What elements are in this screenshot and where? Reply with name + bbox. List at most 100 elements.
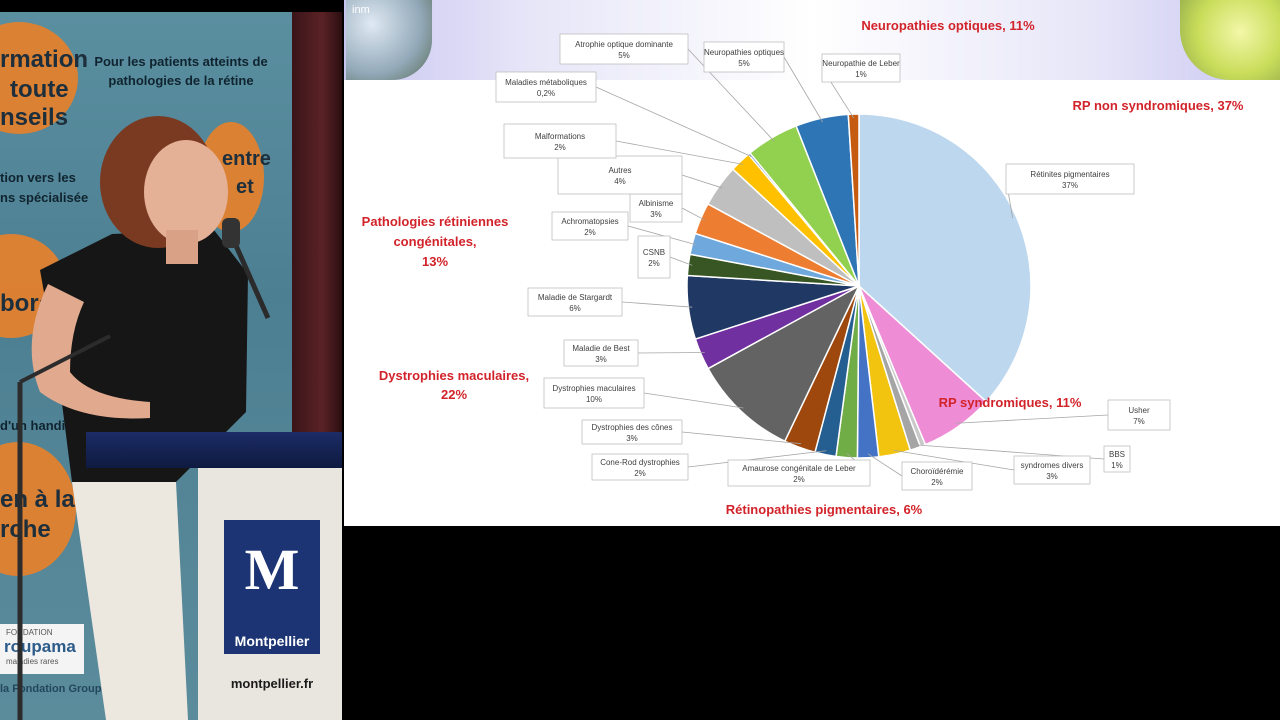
- leader-line: [687, 450, 827, 468]
- slice-name-label: Autres: [608, 166, 631, 175]
- presentation-slide: inm Rétinites pigmentaires 37% Usher 7% BBS 1…: [344, 0, 1280, 526]
- slice-percent-label: 2%: [793, 475, 805, 484]
- group-labels: Neuropathies optiques, 11% RP non syndrom…: [362, 18, 1244, 517]
- slice-name-label: Dystrophies maculaires: [552, 384, 635, 393]
- slice-name-label: Achromatopsies: [561, 217, 618, 226]
- pie-slice-dystrophies-maculaires: [707, 284, 861, 443]
- slice-labels: Rétinites pigmentaires 37% Usher 7% BBS 1% syn…: [495, 33, 1171, 491]
- foundation-logo: FONDATION roupama maladies rares: [0, 624, 84, 674]
- slice-callout-box: [637, 235, 671, 279]
- slice-percent-label: 5%: [738, 59, 750, 68]
- slice-callout-box: [527, 287, 623, 317]
- slice-name-label: Neuropathies optiques: [704, 48, 784, 57]
- slice-callout-box: [495, 71, 597, 103]
- pie-slices: [686, 113, 1032, 459]
- leader-line: [681, 431, 802, 445]
- slice-callout-box: [1103, 445, 1131, 473]
- banner-line: et: [236, 176, 254, 198]
- group-label-pathologies-retiniennes-congenitales: Pathologies rétiniennes: [362, 214, 509, 229]
- slice-name-label: Cone-Rod dystrophies: [600, 458, 680, 467]
- group-label-rp-syndromiques: RP syndromiques, 11%: [939, 395, 1082, 410]
- slice-name-label: Albinisme: [639, 199, 674, 208]
- leader-line: [681, 174, 723, 189]
- slice-name-label: Dystrophies des cônes: [592, 423, 673, 432]
- slice-callout-box: [503, 123, 617, 159]
- slice-percent-label: 3%: [650, 210, 662, 219]
- slice-percent-label: 10%: [586, 395, 602, 404]
- slice-callout-box: [591, 453, 689, 481]
- leader-line: [687, 48, 775, 142]
- slice-callout-box: [703, 41, 785, 73]
- slice-callout-box: [1107, 399, 1171, 431]
- slice-callout-box: [581, 419, 683, 445]
- slice-percent-label: 4%: [614, 177, 626, 186]
- leader-line: [621, 301, 693, 308]
- slice-percent-label: 2%: [584, 228, 596, 237]
- slice-callout-box: [563, 339, 639, 367]
- montpellier-logo-letter: M: [244, 537, 300, 602]
- banner-footer: la Fondation Groupa: [0, 683, 108, 695]
- slice-percent-label: 0,2%: [537, 89, 555, 98]
- group-label-dystrophies-maculaires: 22%: [441, 387, 467, 402]
- slice-percent-label: 2%: [648, 259, 660, 268]
- slice-percent-label: 3%: [595, 355, 607, 364]
- pie-slice-neuropathie-de-leber: [847, 113, 860, 287]
- slice-percent-label: 5%: [618, 51, 630, 60]
- foundation-logo-right: [1180, 0, 1280, 80]
- banner-side-line: ns spécialisée: [0, 190, 89, 205]
- slice-percent-label: 1%: [1111, 461, 1123, 470]
- banner-line: nseils: [0, 104, 69, 131]
- group-label-retinopathies-pigmentaires: Rétinopathies pigmentaires, 6%: [726, 502, 923, 517]
- banner-line: en à la: [0, 486, 75, 513]
- slice-name-label: Rétinites pigmentaires: [1030, 170, 1109, 179]
- slice-callout-box: [629, 193, 683, 223]
- group-label-neuropathies-optiques: Neuropathies optiques, 11%: [861, 18, 1035, 33]
- slice-name-label: Choroïdérémie: [911, 467, 964, 476]
- slice-name-label: CSNB: [643, 248, 665, 257]
- slice-percent-label: 2%: [634, 469, 646, 478]
- podium-top: [86, 432, 342, 468]
- slice-name-label: Usher: [1128, 406, 1150, 415]
- group-label-dystrophies-maculaires: Dystrophies maculaires,: [379, 368, 529, 383]
- montpellier-logo: [224, 520, 320, 628]
- slice-name-label: Atrophie optique dominante: [575, 40, 673, 49]
- banner-line: rche: [0, 516, 51, 543]
- banner-side-line: tion vers les: [0, 170, 76, 185]
- slice-percent-label: 2%: [554, 143, 566, 152]
- leader-line: [783, 56, 823, 123]
- institute-logo: inm: [346, 0, 432, 80]
- slice-name-label: Malformations: [535, 132, 585, 141]
- pie-chart: Rétinites pigmentaires 37% Usher 7% BBS 1% syn…: [362, 18, 1244, 517]
- slice-callout-box: [543, 377, 645, 409]
- slice-percent-label: 3%: [626, 434, 638, 443]
- slice-name-label: Maladies métaboliques: [505, 78, 587, 87]
- banner-heading: Pour les patients atteints de pathologie…: [94, 54, 268, 88]
- podium-url: montpellier.fr: [230, 676, 314, 691]
- leader-line: [893, 449, 1015, 471]
- foundation-caption: FONDATION: [6, 628, 53, 637]
- speaker-camera-view: rmation toute nseils Pour les patients a…: [0, 12, 342, 720]
- leader-line: [681, 207, 705, 221]
- slice-percent-label: 6%: [569, 304, 581, 313]
- foundation-tag: maladies rares: [6, 657, 59, 666]
- slice-percent-label: 3%: [1046, 472, 1058, 481]
- leader-line: [627, 225, 697, 246]
- leader-line: [955, 414, 1109, 424]
- slice-callout-box: [727, 459, 871, 487]
- group-label-pathologies-retiniennes-congenitales: 13%: [422, 254, 448, 269]
- slice-percent-label: 7%: [1133, 417, 1145, 426]
- slice-callout-box: [901, 461, 973, 491]
- leader-line: [867, 453, 903, 477]
- slice-percent-label: 2%: [931, 478, 943, 487]
- slice-name-label: BBS: [1109, 450, 1125, 459]
- banner-line: entre: [222, 148, 271, 170]
- leader-line: [643, 392, 744, 409]
- group-label-rp-non-syndromiques: RP non syndromiques, 37%: [1073, 98, 1244, 113]
- group-label-pathologies-retiniennes-congenitales: congénitales,: [393, 234, 476, 249]
- montpellier-logo-name: Montpellier: [224, 628, 320, 654]
- slide-header-band: [344, 0, 1280, 80]
- slice-callout-box: [551, 211, 629, 241]
- slice-callout-box: [1005, 163, 1135, 195]
- podium: M Montpellier montpellier.fr: [86, 432, 342, 720]
